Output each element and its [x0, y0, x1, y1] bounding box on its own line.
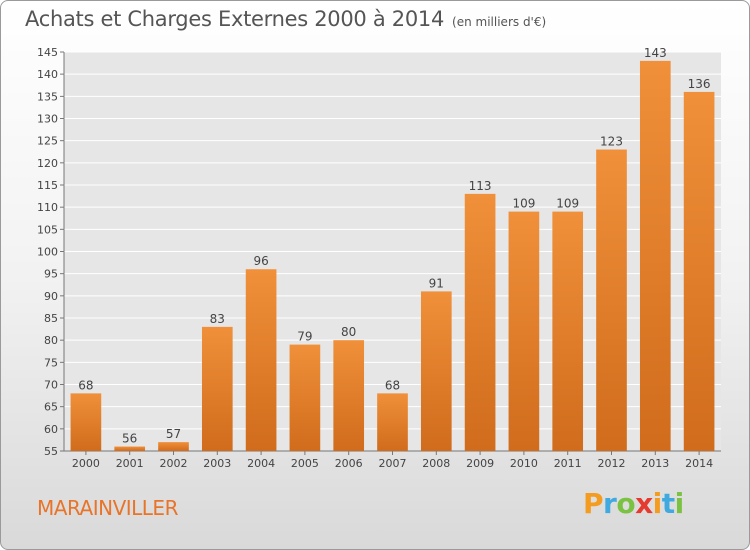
bar [596, 149, 627, 452]
x-tick-label: 2007 [379, 457, 407, 470]
brand-letter: i [652, 487, 663, 520]
x-tick-label: 2005 [291, 457, 319, 470]
y-tick-label: 90 [44, 290, 58, 303]
brand-letter: i [674, 487, 685, 520]
brand-letter: r [603, 487, 617, 520]
x-tick-label: 2008 [422, 457, 450, 470]
bar-value-label: 136 [688, 77, 711, 91]
x-tick-label: 2009 [466, 457, 494, 470]
bar [201, 326, 233, 451]
brand-logo: Proxiti [583, 487, 684, 520]
y-tick-label: 65 [44, 401, 58, 414]
bar-value-label: 91 [429, 276, 444, 290]
x-tick-label: 2010 [510, 457, 538, 470]
x-tick-label: 2012 [598, 457, 626, 470]
bar-value-label: 80 [341, 325, 356, 339]
bar-value-label: 83 [210, 312, 225, 326]
brand-letter: x [635, 487, 653, 520]
bar [377, 393, 408, 451]
bar [70, 393, 102, 451]
x-tick-label: 2013 [641, 457, 669, 470]
bar [552, 211, 584, 451]
x-tick-label: 2003 [203, 457, 231, 470]
bar [158, 442, 189, 451]
y-tick-label: 115 [37, 179, 58, 192]
y-tick-label: 100 [37, 246, 58, 259]
x-tick-label: 2001 [116, 457, 144, 470]
bar-value-label: 113 [469, 179, 492, 193]
y-tick-label: 135 [37, 90, 58, 103]
y-tick-label: 125 [37, 135, 58, 148]
bar-value-label: 143 [644, 46, 667, 60]
brand-letter: o [616, 487, 636, 520]
bar-value-label: 56 [122, 432, 137, 446]
y-tick-label: 110 [37, 201, 58, 214]
bar [114, 446, 146, 451]
y-tick-label: 95 [44, 268, 58, 281]
x-tick-label: 2006 [335, 457, 363, 470]
chart-title: Achats et Charges Externes 2000 à 2014 (e… [25, 7, 546, 31]
y-tick-label: 55 [44, 445, 58, 458]
y-tick-label: 80 [44, 334, 58, 347]
y-tick-label: 75 [44, 356, 58, 369]
x-tick-label: 2002 [160, 457, 188, 470]
bar-value-label: 123 [600, 135, 623, 149]
bar-value-label: 96 [253, 254, 268, 268]
bar-value-label: 68 [78, 378, 93, 392]
bar [639, 60, 671, 451]
bar [464, 193, 496, 451]
bar [245, 269, 277, 451]
y-tick-label: 130 [37, 113, 58, 126]
chart-subtitle: (en milliers d'€) [452, 15, 547, 29]
y-tick-label: 85 [44, 312, 58, 325]
brand-letter: P [583, 487, 604, 520]
x-tick-label: 2011 [554, 457, 582, 470]
place-name: MARAINVILLER [37, 496, 178, 520]
y-tick-label: 105 [37, 223, 58, 236]
bar [683, 91, 715, 452]
bar-value-label: 57 [166, 427, 181, 441]
bar-value-label: 109 [512, 197, 535, 211]
chart-title-text: Achats et Charges Externes 2000 à 2014 [25, 7, 445, 31]
x-tick-label: 2014 [685, 457, 713, 470]
y-tick-label: 60 [44, 423, 58, 436]
x-tick-label: 2004 [247, 457, 275, 470]
y-tick-label: 145 [37, 46, 58, 59]
y-tick-label: 70 [44, 379, 58, 392]
bar [289, 344, 321, 451]
x-tick-label: 2000 [72, 457, 100, 470]
bar [508, 211, 540, 451]
y-tick-label: 140 [37, 68, 58, 81]
bar-value-label: 109 [556, 197, 579, 211]
bar [333, 340, 365, 451]
bar-value-label: 79 [297, 330, 312, 344]
brand-letter: t [661, 487, 675, 520]
bar [420, 291, 452, 451]
y-tick-label: 120 [37, 157, 58, 170]
bar-value-label: 68 [385, 378, 400, 392]
